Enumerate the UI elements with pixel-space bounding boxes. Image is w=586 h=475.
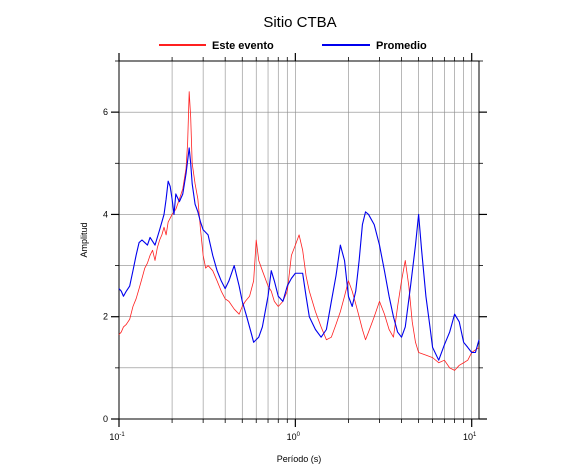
tick-label-y: 6 [103,107,108,117]
chart-legend: Este evento Promedio [159,40,427,52]
plot-area-frame [118,60,480,420]
chart-title: Sitio CTBA [263,14,336,31]
series-line-promedio [118,147,480,361]
tick-label-y: 2 [103,312,108,322]
series-group [118,91,480,371]
tick-labels: 0 2 4 6 10-1 100 101 [103,107,477,442]
grid [118,61,479,419]
axis-ticks [111,53,487,427]
y-axis-label: Amplitud [79,222,89,257]
x-axis-label: Período (s) [277,454,322,464]
legend-label-este-evento: Este evento [212,40,274,52]
tick-label-y: 0 [103,414,108,424]
tick-label-x: 100 [287,432,301,442]
tick-label-x: 10-1 [109,432,125,442]
tick-label-x: 101 [463,432,477,442]
series-line-este-evento [118,91,480,371]
tick-label-y: 4 [103,209,108,219]
legend-label-promedio: Promedio [376,40,427,52]
